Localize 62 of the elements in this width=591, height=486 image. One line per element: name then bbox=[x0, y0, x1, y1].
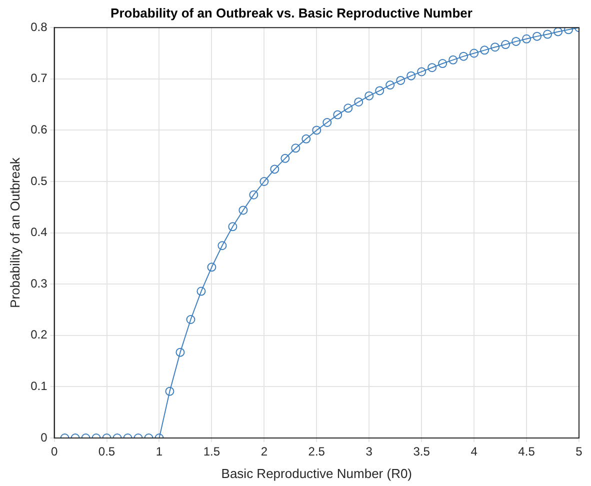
point bbox=[196, 286, 206, 296]
chart-title: Probability of an Outbreak vs. Basic Reproductive Number bbox=[110, 5, 472, 20]
point bbox=[512, 36, 521, 46]
point bbox=[228, 222, 238, 232]
point bbox=[249, 190, 258, 200]
point bbox=[207, 262, 216, 272]
x-tick-label: 4 bbox=[470, 444, 478, 459]
point bbox=[322, 118, 332, 128]
point bbox=[406, 71, 416, 80]
y-tick-label: 0.5 bbox=[30, 174, 48, 188]
point bbox=[344, 104, 353, 113]
point bbox=[470, 48, 479, 58]
point bbox=[459, 52, 468, 61]
point bbox=[480, 46, 490, 55]
point bbox=[302, 134, 311, 144]
x-tick-label: 2 bbox=[260, 444, 268, 459]
point bbox=[490, 42, 500, 52]
y-tick-label: 0.7 bbox=[30, 71, 48, 86]
point bbox=[448, 55, 458, 64]
x-tick-label: 0.5 bbox=[98, 444, 116, 459]
point bbox=[396, 76, 406, 85]
point bbox=[522, 34, 532, 44]
y-tick-label: 0.1 bbox=[30, 379, 48, 394]
point bbox=[333, 110, 342, 120]
y-tick-label: 0 bbox=[40, 430, 48, 444]
point bbox=[165, 386, 174, 396]
x-tick-label: 2.5 bbox=[308, 444, 326, 459]
point bbox=[291, 144, 300, 153]
point bbox=[543, 30, 552, 39]
point bbox=[354, 97, 364, 106]
x-tick-label: 3 bbox=[366, 444, 373, 459]
point bbox=[176, 348, 185, 357]
point bbox=[186, 314, 196, 324]
y-axis-title: Probability of an Outbreak bbox=[7, 157, 22, 308]
point bbox=[364, 91, 374, 100]
x-tick-label: 4.5 bbox=[518, 444, 536, 459]
point bbox=[428, 63, 437, 72]
y-tick-label: 0.2 bbox=[30, 328, 48, 342]
x-tick-label: 5 bbox=[576, 444, 583, 459]
point bbox=[417, 67, 426, 76]
y-tick-label: 0.8 bbox=[30, 20, 48, 34]
point bbox=[532, 32, 542, 41]
x-axis-title: Basic Reproductive Number (R0) bbox=[221, 466, 412, 481]
x-tick-label: 0 bbox=[50, 444, 58, 459]
point bbox=[375, 86, 384, 96]
x-tick-label: 1 bbox=[156, 444, 163, 459]
y-tick-label: 0.3 bbox=[30, 276, 48, 290]
point bbox=[270, 164, 280, 174]
point bbox=[218, 241, 227, 250]
point bbox=[260, 177, 269, 186]
point bbox=[501, 40, 510, 50]
x-tick-label: 3.5 bbox=[413, 444, 430, 459]
x-tick-label: 1.5 bbox=[203, 444, 220, 459]
y-tick-label: 0.4 bbox=[30, 225, 48, 240]
point bbox=[438, 59, 448, 68]
point bbox=[386, 80, 395, 90]
point bbox=[564, 28, 574, 34]
point bbox=[280, 154, 290, 163]
point bbox=[554, 28, 563, 36]
point bbox=[238, 206, 248, 215]
y-tick-label: 0.6 bbox=[30, 122, 48, 137]
point bbox=[312, 126, 322, 135]
